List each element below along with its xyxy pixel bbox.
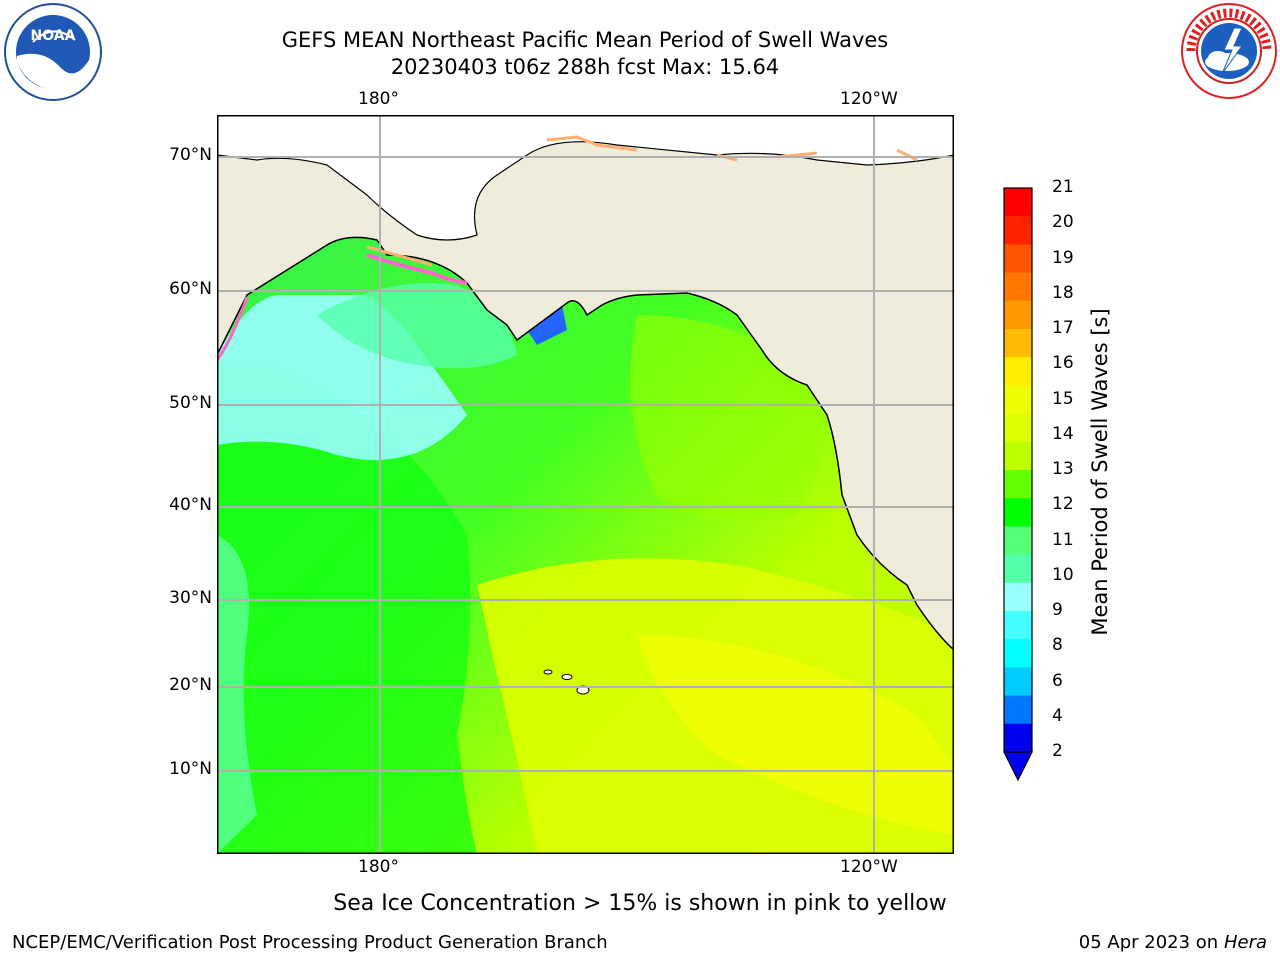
colorbar-tick-label: 19	[1052, 247, 1074, 268]
colorbar-swatch	[1004, 498, 1032, 527]
colorbar-swatch	[1004, 272, 1032, 302]
lon-label-bottom-120w: 120°W	[840, 857, 898, 877]
colorbar-swatch	[1004, 413, 1032, 443]
lat-label-70n: 70°N	[169, 145, 212, 165]
colorbar-swatch	[1004, 244, 1032, 274]
colorbar-tick-label: 6	[1052, 670, 1063, 691]
colorbar-swatch	[1004, 611, 1032, 640]
colorbar-swatch	[1004, 441, 1032, 471]
sea-ice-note: Sea Ice Concentration > 15% is shown in …	[333, 891, 947, 916]
colorbar-tick-label: 21	[1052, 177, 1074, 197]
colorbar-tick-label: 17	[1052, 318, 1074, 338]
colorbar-swatch	[1004, 188, 1032, 217]
colorbar-tick-label: 15	[1052, 388, 1074, 409]
colorbar-tick-label: 18	[1052, 282, 1074, 303]
colorbar-swatch	[1004, 385, 1032, 415]
lat-label-10n: 10°N	[169, 759, 212, 779]
colorbar-swatch	[1004, 216, 1032, 245]
map-subtitle: 20230403 t06z 288h fcst Max: 15.64	[390, 55, 780, 79]
colorbar-tick-label: 10	[1052, 564, 1074, 585]
footer-credit: NCEP/EMC/Verification Post Processing Pr…	[12, 932, 608, 953]
lon-label-bottom-180: 180°	[358, 857, 399, 877]
colorbar-tick-label: 16	[1052, 353, 1074, 374]
footer-date: 05 Apr 2023 on Hera	[1079, 932, 1267, 953]
lat-label-30n: 30°N	[169, 588, 212, 608]
colorbar-tick-label: 12	[1052, 494, 1074, 515]
colorbar-swatch	[1004, 667, 1032, 697]
sea-ice-edge	[366, 253, 468, 285]
colorbar-tick-label: 4	[1052, 705, 1063, 726]
colorbar-tick-label: 8	[1052, 635, 1063, 656]
colorbar-tick-label: 11	[1052, 529, 1074, 550]
graticule	[217, 115, 954, 854]
lat-label-20n: 20°N	[169, 675, 212, 695]
colorbar-swatch	[1004, 329, 1032, 358]
colorbar-swatch	[1004, 582, 1032, 612]
noaa-logo: NOAA	[4, 3, 102, 101]
colorbar-tick-label: 20	[1052, 212, 1074, 233]
footer-date-text: 05 Apr 2023 on	[1078, 932, 1224, 953]
colorbar-tick-label: 9	[1052, 600, 1063, 620]
colorbar-swatch	[1004, 723, 1032, 753]
colorbar-swatch	[1004, 300, 1032, 330]
colorbar-swatch	[1004, 639, 1032, 668]
colorbar-swatch	[1004, 695, 1032, 725]
noaa-logo-text: NOAA	[31, 28, 76, 44]
colorbar-swatch	[1004, 470, 1032, 499]
national-weather-service-logo	[1181, 3, 1277, 99]
lat-label-60n: 60°N	[169, 279, 212, 299]
colorbar-swatch	[1004, 526, 1032, 556]
lon-label-top-120w: 120°W	[840, 89, 898, 109]
map-title: GEFS MEAN Northeast Pacific Mean Period …	[281, 28, 889, 52]
colorbar-swatch	[1004, 357, 1032, 386]
colorbar-tick-label: 2	[1052, 741, 1063, 761]
colorbar-swatch	[1004, 554, 1032, 584]
colorbar-title: Mean Period of Swell Waves [s]	[1088, 308, 1112, 636]
colorbar-tick-label: 13	[1052, 459, 1074, 479]
colorbar-tick-label: 14	[1052, 423, 1074, 444]
swell-period-map	[217, 115, 954, 854]
lat-label-50n: 50°N	[169, 393, 212, 413]
land-north-america-asia	[217, 115, 954, 652]
lon-label-top-180: 180°	[358, 89, 399, 109]
colorbar	[1003, 187, 1033, 782]
lat-label-40n: 40°N	[169, 495, 212, 515]
footer-host: Hera	[1223, 932, 1267, 953]
